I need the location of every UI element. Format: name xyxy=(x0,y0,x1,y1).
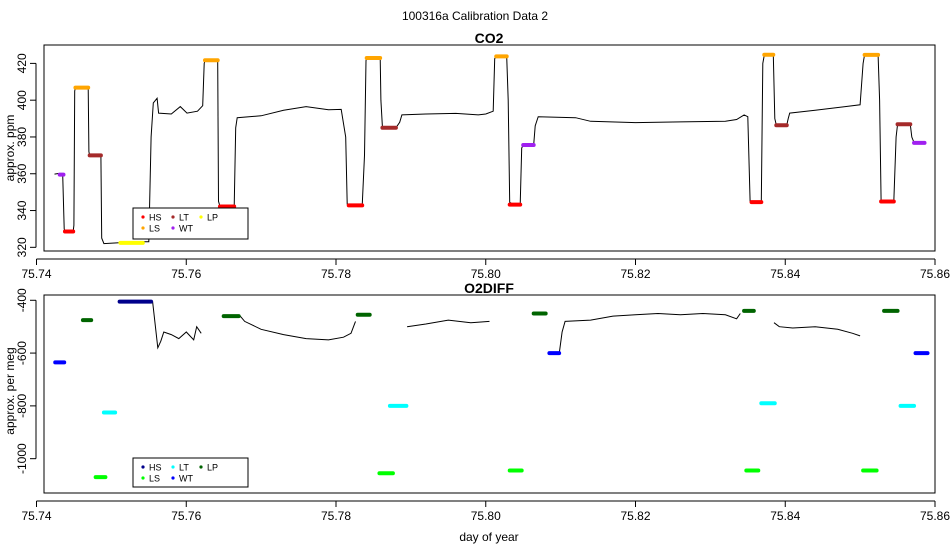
o2diff-legend-marker-lp xyxy=(199,465,203,469)
co2-panel-title: CO2 xyxy=(475,30,504,46)
o2diff-y-axis-label: approx. per meg xyxy=(3,347,17,434)
o2diff-trace-line xyxy=(152,301,202,350)
o2diff-x-tick-label: 75.82 xyxy=(620,509,650,523)
co2-legend-marker-lt xyxy=(171,215,175,219)
o2diff-y-tick-label: -800 xyxy=(15,394,29,418)
o2diff-trace-line xyxy=(558,312,741,355)
o2diff-x-tick-label: 75.74 xyxy=(21,509,51,523)
o2diff-legend-label-lt: LT xyxy=(179,463,189,473)
co2-x-tick-label: 75.82 xyxy=(620,267,650,281)
o2diff-trace-line xyxy=(773,322,861,337)
o2diff-legend-label-wt: WT xyxy=(179,474,193,484)
co2-x-tick-label: 75.80 xyxy=(471,267,501,281)
co2-legend-label-ls: LS xyxy=(149,224,160,234)
o2diff-legend-label-lp: LP xyxy=(207,463,218,473)
o2diff-x-tick-label: 75.84 xyxy=(770,509,800,523)
co2-x-tick-label: 75.78 xyxy=(321,267,351,281)
o2diff-legend-marker-hs xyxy=(141,465,145,469)
co2-legend-label-wt: WT xyxy=(179,224,193,234)
o2diff-y-tick-label: -1000 xyxy=(15,443,29,474)
x-axis-label: day of year xyxy=(459,530,518,544)
co2-legend-marker-wt xyxy=(171,226,175,230)
figure-title: 100316a Calibration Data 2 xyxy=(402,9,548,23)
co2-y-tick-label: 340 xyxy=(15,200,29,220)
co2-legend-marker-lp xyxy=(199,215,203,219)
co2-legend-label-hs: HS xyxy=(149,213,162,223)
o2diff-plot-frame xyxy=(43,294,936,494)
co2-y-tick-label: 360 xyxy=(15,163,29,183)
co2-plot-frame xyxy=(43,44,936,252)
o2diff-y-tick-label: -400 xyxy=(15,288,29,312)
co2-legend-label-lt: LT xyxy=(179,213,189,223)
co2-legend-marker-ls xyxy=(141,226,145,230)
co2-x-tick-label: 75.76 xyxy=(171,267,201,281)
o2diff-trace-line xyxy=(407,319,490,328)
o2diff-legend-box xyxy=(132,457,249,488)
co2-y-tick-label: 420 xyxy=(15,53,29,73)
co2-y-axis-label: approx. ppm xyxy=(3,115,17,182)
co2-legend-label-lp: LP xyxy=(207,213,218,223)
o2diff-legend-marker-ls xyxy=(141,476,145,480)
o2diff-trace-line xyxy=(239,315,356,341)
o2diff-legend-marker-lt xyxy=(171,465,175,469)
co2-x-tick-label: 75.84 xyxy=(770,267,800,281)
co2-x-tick-label: 75.86 xyxy=(920,267,950,281)
o2diff-panel: O2DIFF approx. per meg 75.74 75.76 75.78 75… xyxy=(3,280,950,523)
o2diff-x-tick-label: 75.78 xyxy=(321,509,351,523)
o2diff-x-tick-label: 75.86 xyxy=(920,509,950,523)
o2diff-legend-label-hs: HS xyxy=(149,463,162,473)
o2diff-legend-marker-wt xyxy=(171,476,175,480)
co2-panel: CO2 approx. ppm 75.74 75.76 75.78 75.80 75.8… xyxy=(3,30,950,281)
co2-y-tick-label: 400 xyxy=(15,90,29,110)
o2diff-legend-label-ls: LS xyxy=(149,474,160,484)
co2-y-tick-label: 380 xyxy=(15,127,29,147)
o2diff-panel-title: O2DIFF xyxy=(464,280,514,296)
co2-legend-box xyxy=(132,207,249,240)
o2diff-x-tick-label: 75.76 xyxy=(171,509,201,523)
co2-x-tick-label: 75.74 xyxy=(21,267,51,281)
co2-legend-marker-hs xyxy=(141,215,145,219)
co2-y-tick-label: 320 xyxy=(15,237,29,257)
o2diff-y-tick-label: -600 xyxy=(15,341,29,365)
o2diff-x-tick-label: 75.80 xyxy=(471,509,501,523)
